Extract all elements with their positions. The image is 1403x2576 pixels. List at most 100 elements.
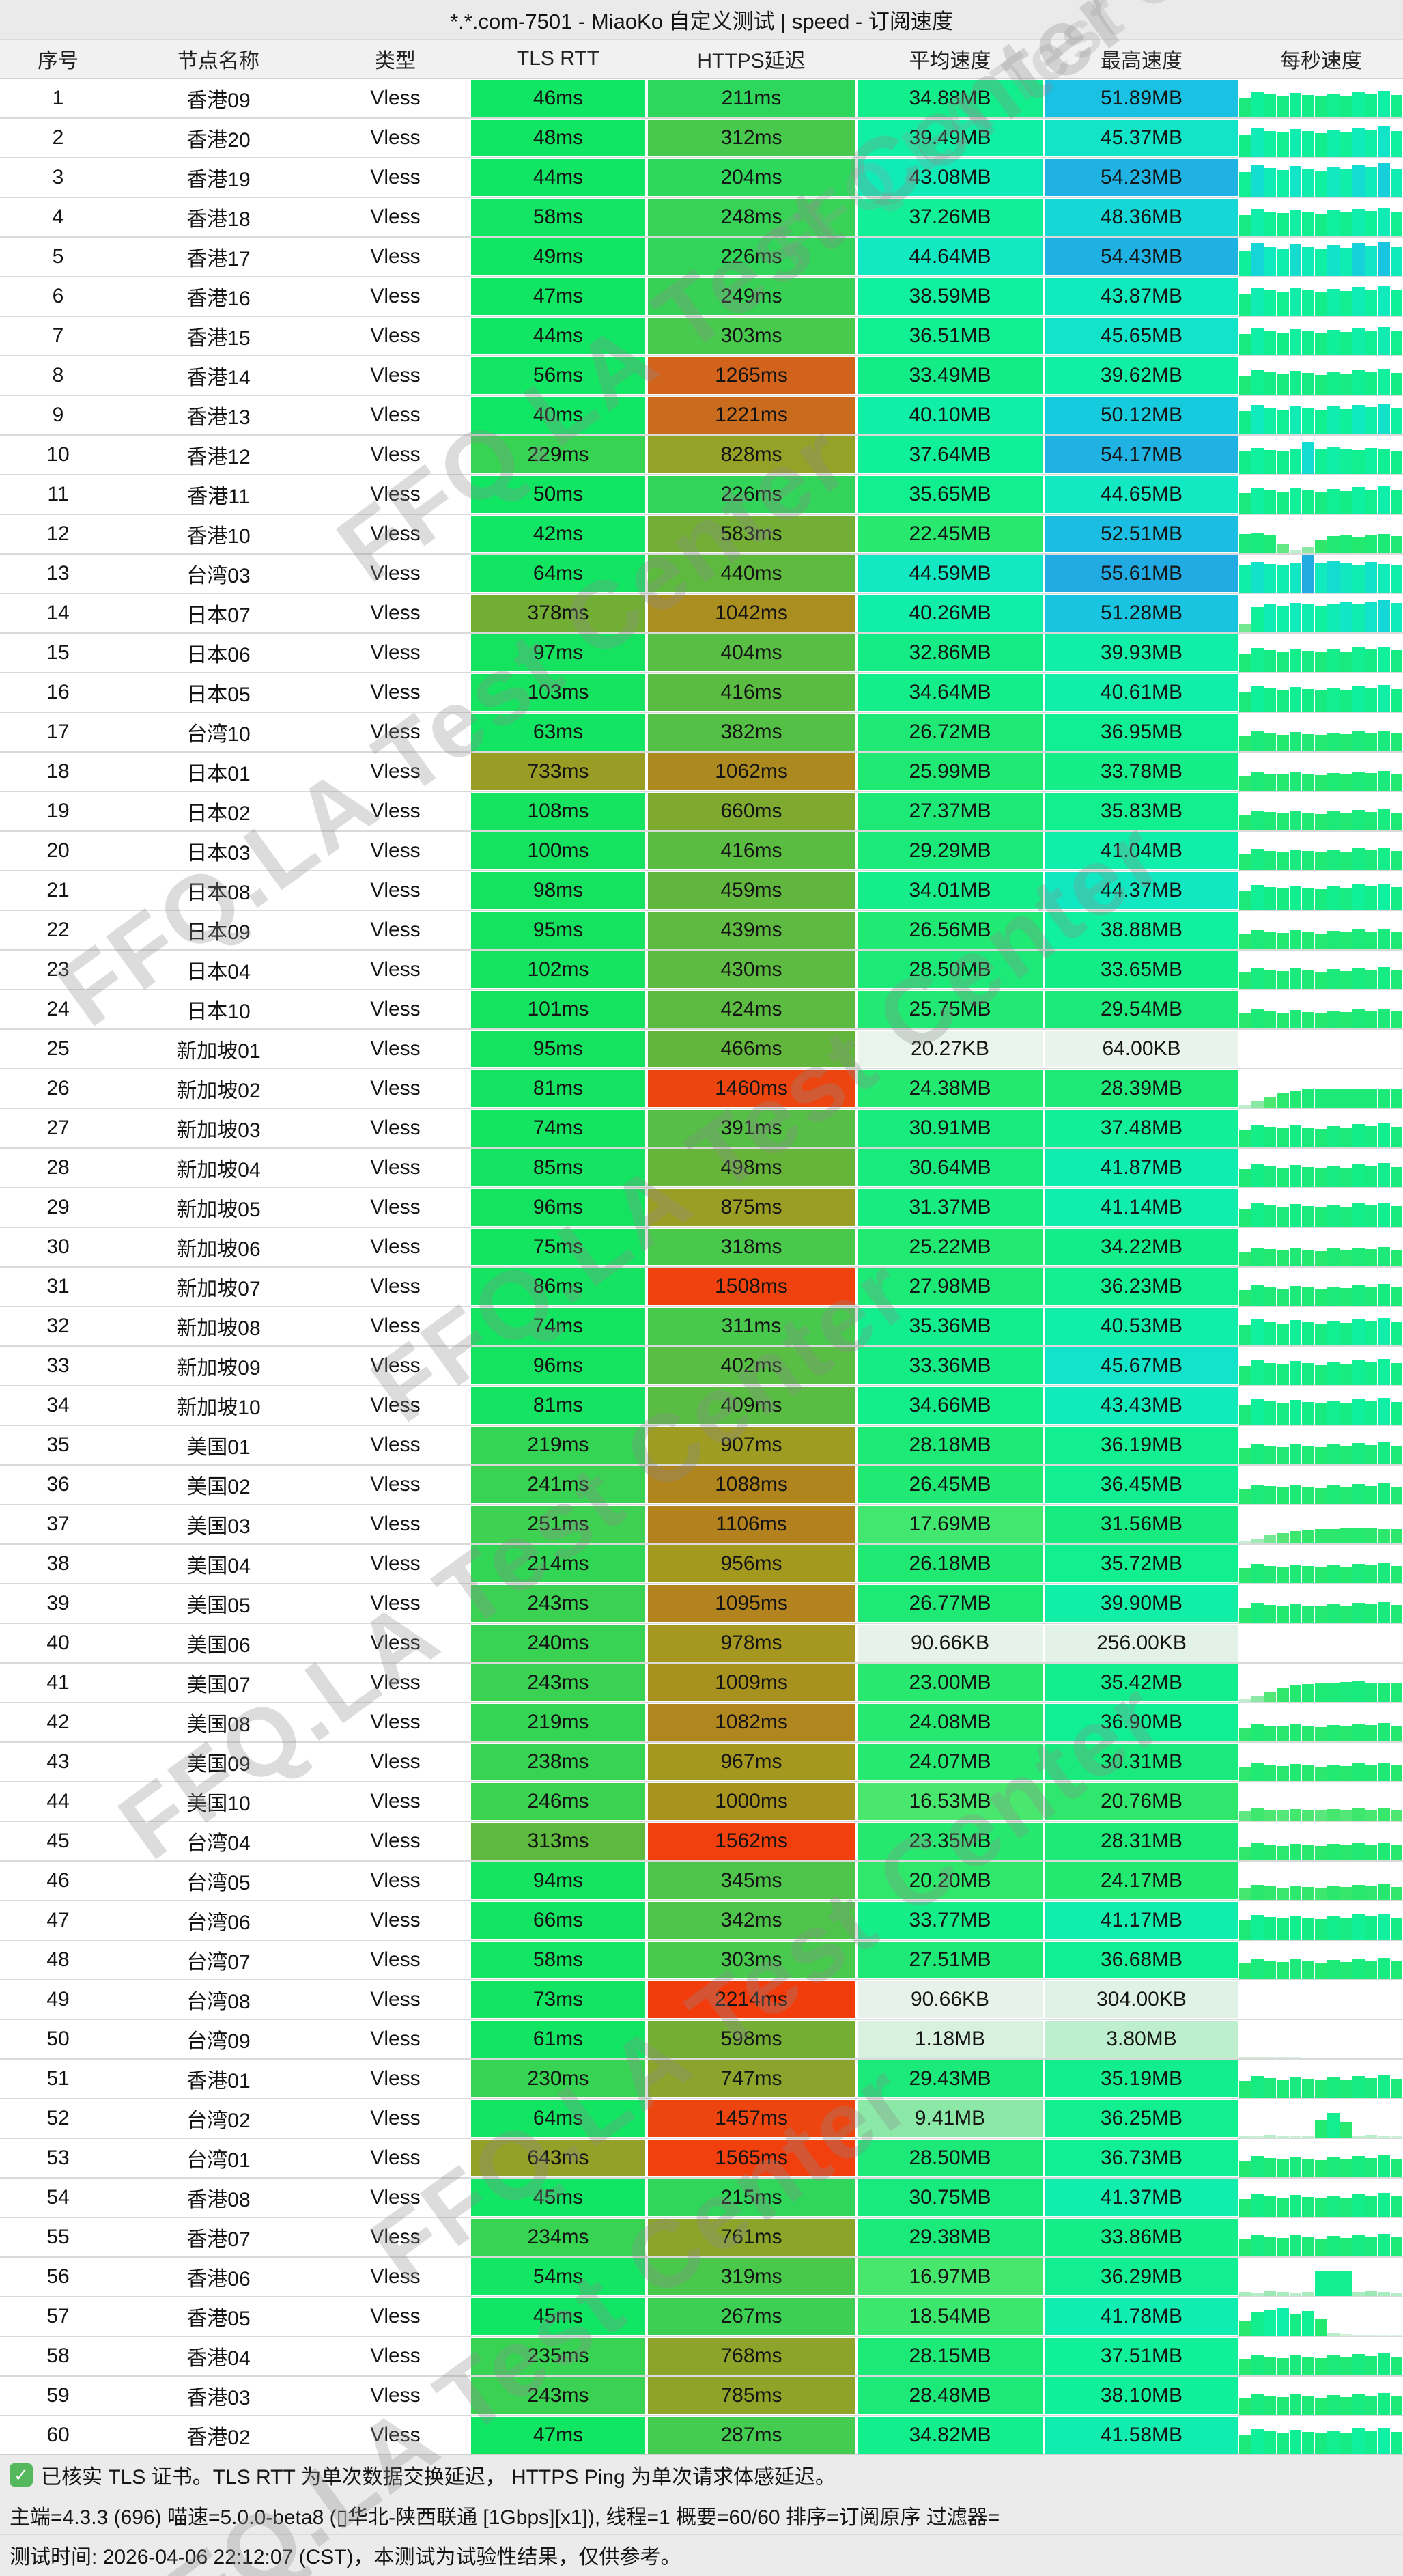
sparkline-bar [1251, 1101, 1264, 1108]
sparkline-bar [1378, 684, 1390, 712]
sparkline-bar [1378, 126, 1390, 157]
sparkline-bar [1327, 288, 1340, 316]
sparkline-bar [1340, 1681, 1352, 1702]
tls-rtt-value: 75ms [471, 1229, 645, 1265]
sparkline-bar [1289, 732, 1302, 751]
sparkline-bar [1302, 851, 1314, 870]
sparkline-bar [1340, 602, 1352, 632]
table-row: 23 日本04 Vless 102ms 430ms 28.50MB 33.65M… [0, 951, 1403, 990]
sparkline-bar [1340, 2159, 1352, 2177]
sparkline-bar [1390, 535, 1403, 553]
sparkline-bar [1365, 330, 1378, 355]
sparkline-bar [1251, 2354, 1264, 2375]
table-row: 36 美国02 Vless 241ms 1088ms 26.45MB 36.45… [0, 1466, 1403, 1505]
row-index: 25 [46, 1037, 70, 1060]
sparkline-bar [1289, 166, 1302, 197]
sparkline-bar [1378, 1884, 1390, 1900]
table-row: 42 美国08 Vless 219ms 1082ms 24.08MB 36.90… [0, 1703, 1403, 1743]
sparkline-bar [1289, 371, 1302, 395]
per-second-speed-sparkline [1239, 2377, 1403, 2415]
per-second-speed-sparkline [1239, 1386, 1403, 1425]
sparkline-bar [1302, 1206, 1314, 1227]
sparkline-bar [1378, 1762, 1390, 1781]
sparkline-bar [1302, 1530, 1314, 1543]
sparkline-bar [1390, 1845, 1403, 1860]
sparkline-bar [1327, 447, 1340, 474]
sparkline-bar [1302, 2396, 1314, 2415]
sparkline-bar [1365, 130, 1378, 157]
https-ping-value: 1265ms [648, 357, 855, 394]
sparkline-bar [1289, 92, 1302, 117]
sparkline-bar [1239, 214, 1251, 236]
sparkline-bar [1327, 329, 1340, 355]
max-speed-value: 41.37MB [1045, 2179, 1238, 2216]
https-ping-value: 424ms [648, 991, 855, 1028]
max-speed-value: 39.93MB [1045, 634, 1238, 671]
per-second-speed-sparkline [1239, 2297, 1403, 2336]
sparkline-bar [1289, 406, 1302, 434]
max-speed-value: 48.36MB [1045, 199, 1238, 236]
avg-speed-value: 28.18MB [858, 1427, 1043, 1464]
sparkline-bar [1302, 1726, 1314, 1741]
tls-rtt-value: 100ms [471, 832, 645, 869]
sparkline-bar [1302, 774, 1314, 791]
sparkline-bar [1314, 449, 1327, 474]
node-name: 日本04 [186, 961, 251, 983]
sparkline-bar [1365, 2157, 1378, 2177]
sparkline-bar [1378, 486, 1390, 514]
sparkline-bar [1327, 1321, 1340, 1345]
sparkline-bar [1264, 94, 1277, 117]
avg-speed-value: 23.00MB [858, 1664, 1043, 1701]
sparkline-bar [1289, 1685, 1302, 1702]
sparkline-bar [1251, 1443, 1264, 1464]
https-ping-value: 319ms [648, 2258, 855, 2295]
sparkline-bar [1251, 686, 1264, 712]
sparkline-bar [1327, 604, 1340, 632]
sparkline-bar [1365, 850, 1378, 870]
sparkline-bar [1365, 1362, 1378, 1385]
sparkline-bar [1289, 2313, 1302, 2336]
sparkline-bar [1239, 2135, 1251, 2138]
max-speed-value: 29.54MB [1045, 991, 1238, 1028]
table-row: 5 香港17 Vless 49ms 226ms 44.64MB 54.43MB [0, 238, 1403, 277]
row-index: 7 [52, 324, 64, 347]
sparkline-bar [1251, 243, 1264, 276]
sparkline-bar [1365, 535, 1378, 553]
sparkline-bar [1264, 290, 1277, 316]
per-second-speed-sparkline [1239, 2139, 1403, 2177]
per-second-speed-sparkline [1239, 1505, 1403, 1543]
table-row: 39 美国05 Vless 243ms 1095ms 26.77MB 39.90… [0, 1584, 1403, 1624]
sparkline-bar [1378, 1842, 1390, 1860]
sparkline-bar [1289, 1808, 1302, 1821]
sparkline-bar [1378, 847, 1390, 870]
sparkline-bar [1352, 884, 1365, 910]
max-speed-value: 36.25MB [1045, 2100, 1238, 2137]
https-ping-value: 248ms [648, 199, 855, 236]
avg-speed-value: 34.82MB [858, 2417, 1043, 2454]
node-type: Vless [370, 1948, 421, 1971]
tls-rtt-value: 101ms [471, 991, 645, 1028]
node-type: Vless [370, 443, 421, 466]
footer-tls-note: 已核实 TLS 证书。TLS RTT 为单次数据交换延迟， HTTPS Ping… [41, 2466, 836, 2489]
node-type: Vless [370, 87, 421, 109]
sparkline-bar [1352, 564, 1365, 593]
sparkline-bar [1264, 2291, 1277, 2296]
https-ping-value: 404ms [648, 634, 855, 671]
node-name: 美国05 [186, 1595, 251, 1617]
per-second-speed-sparkline [1239, 1228, 1403, 1266]
sparkline-bar [1289, 1090, 1302, 1108]
sparkline-bar [1264, 1362, 1277, 1385]
sparkline-bar [1327, 2077, 1340, 2098]
node-type: Vless [370, 800, 421, 822]
tls-rtt-value: 97ms [471, 634, 645, 671]
sparkline-bar [1277, 1810, 1289, 1821]
sparkline-bar [1378, 1683, 1390, 1702]
sparkline-bar [1314, 333, 1327, 355]
sparkline-bar [1390, 2196, 1403, 2217]
sparkline-bar [1239, 934, 1251, 949]
sparkline-bar [1277, 332, 1289, 355]
sparkline-bar [1378, 207, 1390, 236]
footer-test-time: 测试时间: 2026-04-06 22:12:07 (CST)，本测试为试验性结… [10, 2545, 681, 2568]
node-name: 日本08 [186, 882, 251, 904]
sparkline-bar [1277, 1288, 1289, 1306]
